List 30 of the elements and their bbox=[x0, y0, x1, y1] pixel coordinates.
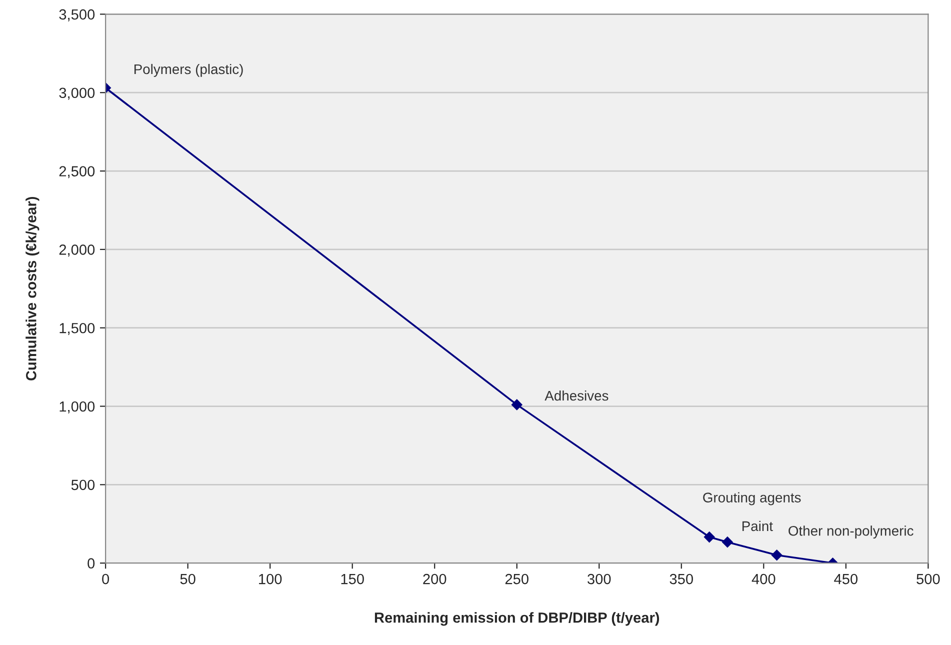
point bbox=[771, 550, 782, 561]
point bbox=[704, 532, 715, 542]
y-tick-label: 500 bbox=[71, 480, 95, 490]
x-tick-label: 450 bbox=[834, 574, 858, 584]
y-tick-label: 2,500 bbox=[59, 166, 95, 178]
y-tick-label: 1,000 bbox=[60, 401, 95, 414]
x-axis-title: Remaining emission of DBP/DIBP (t/year) bbox=[374, 612, 660, 626]
y-tick-label: 2,000 bbox=[59, 244, 95, 257]
x-tick-label: 300 bbox=[588, 574, 611, 584]
x-tick-label: 400 bbox=[752, 574, 776, 584]
annotation: Grouting agents bbox=[703, 492, 801, 506]
x-tick-label: 100 bbox=[259, 574, 282, 584]
x-tick-label: 250 bbox=[505, 574, 528, 584]
point bbox=[722, 536, 733, 548]
x-tick-label: 200 bbox=[423, 574, 446, 584]
annotation: Paint bbox=[742, 520, 773, 532]
x-tick-label: 150 bbox=[341, 574, 364, 584]
annotation: Other non-polymeric bbox=[788, 526, 914, 539]
y-tick-label: 3,500 bbox=[59, 9, 95, 22]
x-tick-label: 500 bbox=[916, 574, 940, 584]
annotation: Polymers (plastic) bbox=[134, 64, 243, 77]
y-tick-label: 1,500 bbox=[60, 322, 95, 335]
x-tick-label: 0 bbox=[102, 574, 110, 584]
x-tick-label: 50 bbox=[180, 574, 196, 584]
y-tick-label: 3,000 bbox=[59, 88, 95, 100]
y-axis-title: Cumulative costs (€k/year) bbox=[26, 196, 40, 380]
annotation: Adhesives bbox=[544, 390, 608, 401]
y-tick-label: 0 bbox=[88, 558, 95, 569]
point bbox=[511, 399, 522, 410]
x-tick-label: 350 bbox=[670, 574, 693, 584]
